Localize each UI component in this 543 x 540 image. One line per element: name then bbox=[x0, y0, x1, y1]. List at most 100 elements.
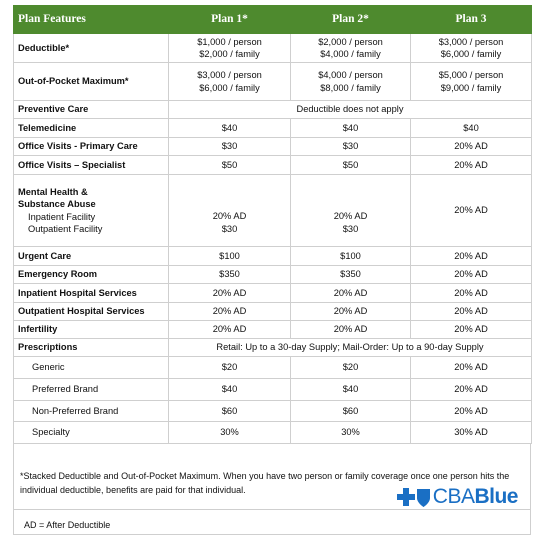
spanning-note: Deductible does not apply bbox=[168, 100, 532, 119]
plan-cell: 20% AD bbox=[410, 356, 532, 379]
table-row: Non-Preferred Brand $60 $60 20% AD bbox=[13, 400, 532, 422]
plan-cell: 20% AD bbox=[410, 174, 532, 247]
table-row: Infertility 20% AD 20% AD 20% AD bbox=[13, 320, 532, 339]
plan-cell: $50 bbox=[168, 155, 291, 175]
plan-value: $100 bbox=[219, 250, 240, 261]
table-row: Office Visits - Primary Care $30 $30 20% AD bbox=[13, 137, 532, 156]
row-label-line: Office Visits - Primary Care bbox=[18, 141, 138, 152]
plan-value: $50 bbox=[342, 159, 359, 170]
plan-value: 20% AD bbox=[212, 287, 247, 298]
plan-cell: $350 bbox=[168, 265, 291, 284]
table-row: Prescriptions Retail: Up to a 30-day Supp… bbox=[13, 338, 532, 357]
row-label: Office Visits – Specialist bbox=[13, 155, 169, 175]
row-label: Telemedicine bbox=[13, 118, 169, 138]
plan-value: $3,000 / person bbox=[197, 70, 262, 80]
plan-cell: 20% AD bbox=[168, 283, 291, 303]
plan-cell: $60 bbox=[290, 400, 411, 422]
plan-value: 20% AD bbox=[454, 362, 488, 373]
plan-value: 20% AD bbox=[454, 250, 488, 261]
plan-cell: 20% AD bbox=[168, 320, 291, 339]
plan-cell: $100 bbox=[168, 246, 291, 266]
row-label: Infertility bbox=[13, 320, 169, 339]
plan-cell: 20% AD bbox=[410, 400, 532, 422]
plan-cell: $20 bbox=[168, 356, 291, 379]
row-label-line: Inpatient Hospital Services bbox=[18, 287, 137, 298]
plan-value: $60 bbox=[221, 405, 238, 416]
plan-value: $2,000 / person bbox=[318, 36, 383, 47]
row-sublabel: Outpatient Facility bbox=[28, 224, 103, 234]
table-row: Inpatient Hospital Services 20% AD 20% AD 2… bbox=[13, 283, 532, 303]
plan-cell: $40 bbox=[168, 378, 291, 401]
plan-cell: $1,000 / person $2,000 / family bbox=[168, 33, 291, 63]
table-row: Outpatient Hospital Services 20% AD 20% AD… bbox=[13, 302, 532, 321]
plan-value: 20% AD bbox=[454, 141, 488, 152]
row-label: Emergency Room bbox=[13, 265, 169, 284]
logo: CBA Blue bbox=[395, 485, 518, 509]
plan-cell: 30% bbox=[290, 421, 411, 444]
plan-cell: 20% AD bbox=[410, 265, 532, 284]
table-row: Mental Health & Substance Abuse Inpatient … bbox=[13, 174, 532, 247]
plan-cell: $350 bbox=[290, 265, 411, 284]
plan-value: 20% AD bbox=[454, 324, 488, 335]
row-label: Inpatient Hospital Services bbox=[13, 283, 169, 303]
plan-cell: $100 bbox=[290, 246, 411, 266]
plan-cell: 20% AD bbox=[410, 246, 532, 266]
plan-value: $4,000 / person bbox=[318, 70, 383, 80]
table-row: Emergency Room $350 $350 20% AD bbox=[13, 265, 532, 284]
plan-cell: $3,000 / person $6,000 / family bbox=[168, 62, 291, 101]
plan-cell: 20% AD bbox=[410, 283, 532, 303]
plan-cell: $30 bbox=[168, 137, 291, 156]
benefits-table-wrap: Plan Features Plan 1* Plan 2* Plan 3 Deduct… bbox=[13, 5, 532, 444]
plan-value: $40 bbox=[342, 384, 359, 395]
table-body: Deductible* $1,000 / person $2,000 / famil… bbox=[13, 33, 532, 444]
plan-value: $1,000 / person bbox=[197, 36, 262, 47]
plan-value: $40 bbox=[342, 122, 359, 133]
row-label: Urgent Care bbox=[13, 246, 169, 266]
plan-value: 20% AD bbox=[333, 306, 368, 317]
plan-value: $2,000 / family bbox=[199, 49, 260, 59]
column-header: Plan 3 bbox=[410, 5, 532, 34]
row-label-line: Infertility bbox=[18, 324, 58, 335]
plan-cell: 20% AD bbox=[410, 320, 532, 339]
row-label-line: Outpatient Hospital Services bbox=[18, 306, 145, 317]
plan-value: $350 bbox=[219, 269, 240, 280]
plan-cell: $50 bbox=[290, 155, 411, 175]
logo-icon bbox=[396, 488, 430, 507]
plan-value: 20% AD bbox=[333, 211, 368, 221]
plan-cell: 20% AD $30 bbox=[168, 174, 291, 247]
plan-cell: 20% AD bbox=[410, 378, 532, 401]
plan-cell: $3,000 / person $6,000 / family bbox=[410, 33, 532, 63]
plan-cell: $40 bbox=[168, 118, 291, 138]
column-header: Plan 1* bbox=[168, 5, 291, 34]
plan-cell: $60 bbox=[168, 400, 291, 422]
table-row: Preventive Care Deductible does not apply bbox=[13, 100, 532, 119]
plan-value: $30 bbox=[221, 223, 238, 234]
footnote-box: *Stacked Deductible and Out-of-Pocket Ma… bbox=[13, 443, 531, 510]
plan-value: $30 bbox=[342, 141, 359, 152]
plan-value: 30% bbox=[341, 427, 360, 438]
plan-value: 20% AD bbox=[454, 205, 488, 216]
table-row: Office Visits – Specialist $50 $50 20% AD bbox=[13, 155, 532, 175]
row-label-line: Mental Health & bbox=[18, 186, 88, 197]
row-label-line: Urgent Care bbox=[18, 250, 72, 261]
plan-value: 20% AD bbox=[454, 269, 488, 280]
row-label: Preventive Care bbox=[13, 100, 169, 119]
plan-value: $6,000 / family bbox=[440, 49, 502, 59]
plan-cell: 20% AD bbox=[410, 302, 532, 321]
plan-value: $9,000 / family bbox=[440, 82, 502, 93]
row-label: Non-Preferred Brand bbox=[13, 400, 169, 422]
plan-value: $40 bbox=[463, 122, 479, 133]
row-sublabel: Inpatient Facility bbox=[28, 211, 96, 222]
plan-value: 20% AD bbox=[212, 306, 247, 317]
plan-value: $8,000 / family bbox=[320, 82, 381, 93]
plan-value: $60 bbox=[342, 405, 359, 416]
plan-value: 20% AD bbox=[454, 405, 488, 416]
plan-value: 30% bbox=[220, 427, 239, 438]
row-label: Outpatient Hospital Services bbox=[13, 302, 169, 321]
row-label: Out-of-Pocket Maximum* bbox=[13, 62, 169, 101]
table-row: Out-of-Pocket Maximum* $3,000 / person $6,… bbox=[13, 62, 532, 101]
plan-cell: $40 bbox=[290, 378, 411, 401]
plan-value: $4,000 / family bbox=[320, 49, 381, 59]
plan-value: 20% AD bbox=[454, 306, 488, 317]
plan-cell: 20% AD bbox=[290, 283, 411, 303]
